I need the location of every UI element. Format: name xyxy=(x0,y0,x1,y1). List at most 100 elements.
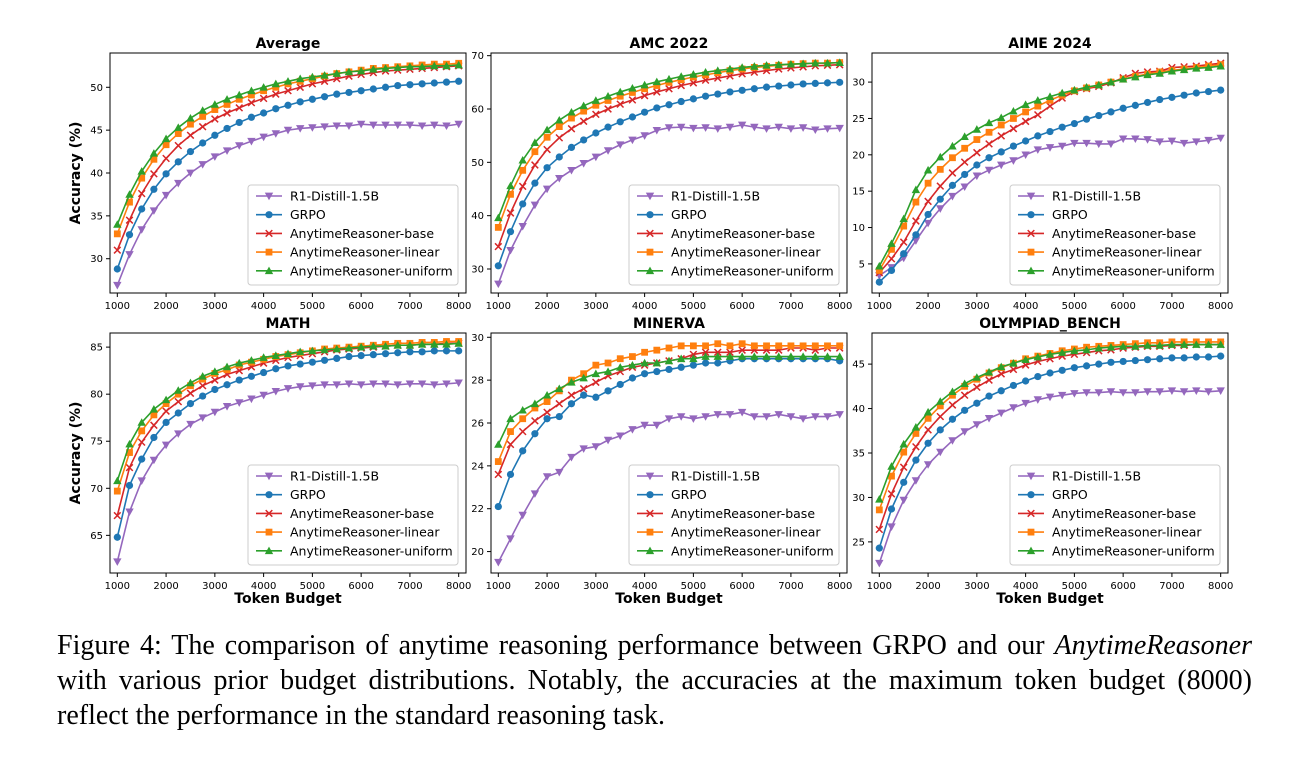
data-point xyxy=(174,141,183,150)
data-point xyxy=(628,426,637,434)
data-point xyxy=(542,473,552,481)
data-point xyxy=(592,101,600,109)
data-point xyxy=(125,481,134,490)
x-tick-label: 1000 xyxy=(486,301,511,312)
data-point xyxy=(1204,340,1213,348)
x-tick-label: 3000 xyxy=(964,301,989,312)
data-point xyxy=(162,400,170,407)
data-point xyxy=(875,544,883,552)
data-point xyxy=(1168,354,1176,362)
data-point xyxy=(247,356,256,364)
data-point xyxy=(798,59,808,68)
data-point xyxy=(568,114,575,122)
data-point xyxy=(259,133,268,142)
data-point xyxy=(271,79,281,88)
data-point xyxy=(531,179,539,187)
data-point xyxy=(1009,381,1018,390)
x-tick-label: 3000 xyxy=(964,581,989,592)
data-point xyxy=(676,413,686,421)
data-point xyxy=(494,262,502,270)
y-tick-label: 70 xyxy=(471,51,484,62)
data-point xyxy=(430,381,439,389)
data-point xyxy=(763,342,770,350)
data-point xyxy=(223,101,231,108)
data-point xyxy=(689,361,697,369)
y-tick-label: 40 xyxy=(852,404,865,415)
data-point xyxy=(518,182,527,191)
legend-label: GRPO xyxy=(1052,487,1088,502)
data-point xyxy=(125,251,134,259)
data-point xyxy=(1204,388,1213,396)
plot-area xyxy=(494,58,844,289)
legend-label: GRPO xyxy=(671,487,707,502)
data-point xyxy=(677,342,685,350)
series-anytimereasoner-uniform xyxy=(875,61,1225,270)
data-point xyxy=(899,496,908,505)
data-point xyxy=(912,231,920,239)
data-point xyxy=(985,140,993,148)
data-point xyxy=(198,122,207,131)
data-point xyxy=(604,387,612,395)
data-point xyxy=(973,161,981,169)
series-r1-distill-1-5b xyxy=(494,121,844,289)
legend-marker xyxy=(264,266,274,275)
axes-frame xyxy=(490,52,848,294)
data-point xyxy=(811,342,819,350)
data-point xyxy=(888,472,895,480)
data-point xyxy=(174,179,183,188)
data-point xyxy=(1118,135,1128,144)
data-point xyxy=(555,153,563,161)
legend-marker xyxy=(1027,248,1035,256)
data-point xyxy=(308,358,316,366)
y-tick-label: 20 xyxy=(471,547,484,558)
data-point xyxy=(811,79,819,87)
data-point xyxy=(713,348,722,357)
data-point xyxy=(125,439,134,448)
data-point xyxy=(259,353,268,361)
x-axis-label: Token Budget xyxy=(996,591,1104,607)
data-point xyxy=(381,341,390,350)
data-point xyxy=(369,351,377,359)
x-tick-label: 6000 xyxy=(729,581,754,592)
legend-marker xyxy=(646,211,654,219)
data-point xyxy=(506,181,515,190)
x-tick-label: 3000 xyxy=(202,581,227,592)
data-point xyxy=(222,362,232,371)
x-tick-label: 7000 xyxy=(397,301,422,312)
data-point xyxy=(149,149,159,157)
data-point xyxy=(948,192,957,201)
legend-item-r1-distill-1-5b: R1-Distill-1.5B xyxy=(256,469,379,484)
data-point xyxy=(113,281,122,290)
data-point xyxy=(616,363,625,371)
data-point xyxy=(579,384,588,393)
data-point xyxy=(652,421,662,430)
legend-marker xyxy=(265,229,273,238)
data-point xyxy=(960,379,969,388)
data-point xyxy=(1045,393,1055,402)
data-point xyxy=(186,169,195,178)
data-point xyxy=(126,449,133,456)
x-tick-label: 7000 xyxy=(1159,301,1184,312)
legend-marker xyxy=(265,509,273,518)
data-point xyxy=(713,125,722,133)
data-point xyxy=(186,113,195,122)
data-point xyxy=(295,347,305,356)
chart-panel-average: Average 1000 2000 3000 4000 5000 6000 7000 8000 3… xyxy=(68,36,471,312)
data-point xyxy=(344,343,354,352)
plot-area xyxy=(113,338,463,566)
data-point xyxy=(1118,389,1128,397)
data-point xyxy=(417,380,427,389)
data-point xyxy=(455,347,463,355)
data-point xyxy=(787,81,795,89)
data-point xyxy=(664,124,674,132)
data-point xyxy=(887,490,896,498)
data-point xyxy=(1119,357,1127,366)
legend-label: R1-Distill-1.5B xyxy=(1052,469,1141,484)
data-point xyxy=(113,511,122,520)
data-point xyxy=(1022,108,1030,116)
data-point xyxy=(628,84,637,92)
data-point xyxy=(149,456,159,465)
data-point xyxy=(211,115,219,123)
data-point xyxy=(1094,140,1103,149)
data-point xyxy=(775,342,783,350)
